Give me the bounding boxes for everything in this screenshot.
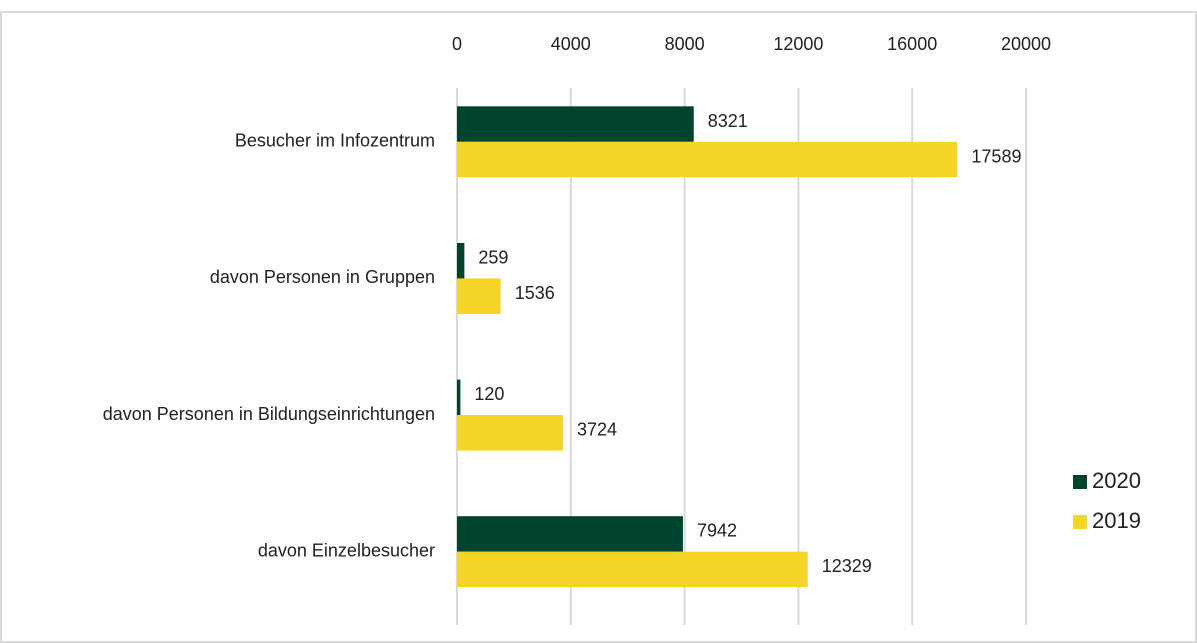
chart-frame xyxy=(0,11,1197,643)
y-tick-label: davon Personen in Bildungseinrichtungen xyxy=(103,404,435,424)
y-tick-label: davon Einzelbesucher xyxy=(258,540,435,560)
y-tick-label: davon Personen in Gruppen xyxy=(210,267,435,287)
y-tick-label: Besucher im Infozentrum xyxy=(235,131,435,151)
bar xyxy=(457,278,501,314)
x-tick-label: 8000 xyxy=(665,34,705,54)
data-label: 120 xyxy=(474,384,504,404)
x-tick-label: 20000 xyxy=(1001,34,1051,54)
data-label: 8321 xyxy=(708,111,748,131)
legend: 2020 2019 xyxy=(1073,468,1141,533)
legend-swatch xyxy=(1073,515,1087,529)
bar xyxy=(457,106,694,142)
data-label: 3724 xyxy=(577,420,617,440)
data-label: 17589 xyxy=(971,146,1021,166)
bar xyxy=(457,516,683,552)
x-tick-label: 0 xyxy=(452,34,462,54)
legend-label: 2020 xyxy=(1092,468,1141,493)
data-label: 7942 xyxy=(697,521,737,541)
x-tick-label: 12000 xyxy=(773,34,823,54)
bar xyxy=(457,141,958,178)
bar xyxy=(457,379,461,416)
bar xyxy=(457,242,465,279)
legend-label: 2019 xyxy=(1092,508,1141,533)
x-tick-label: 16000 xyxy=(887,34,937,54)
legend-swatch xyxy=(1073,475,1087,489)
x-tick-label: 4000 xyxy=(551,34,591,54)
data-label: 259 xyxy=(478,247,508,267)
bar xyxy=(457,551,808,588)
data-label: 12329 xyxy=(822,556,872,576)
data-label: 1536 xyxy=(515,283,555,303)
bar xyxy=(457,415,563,451)
